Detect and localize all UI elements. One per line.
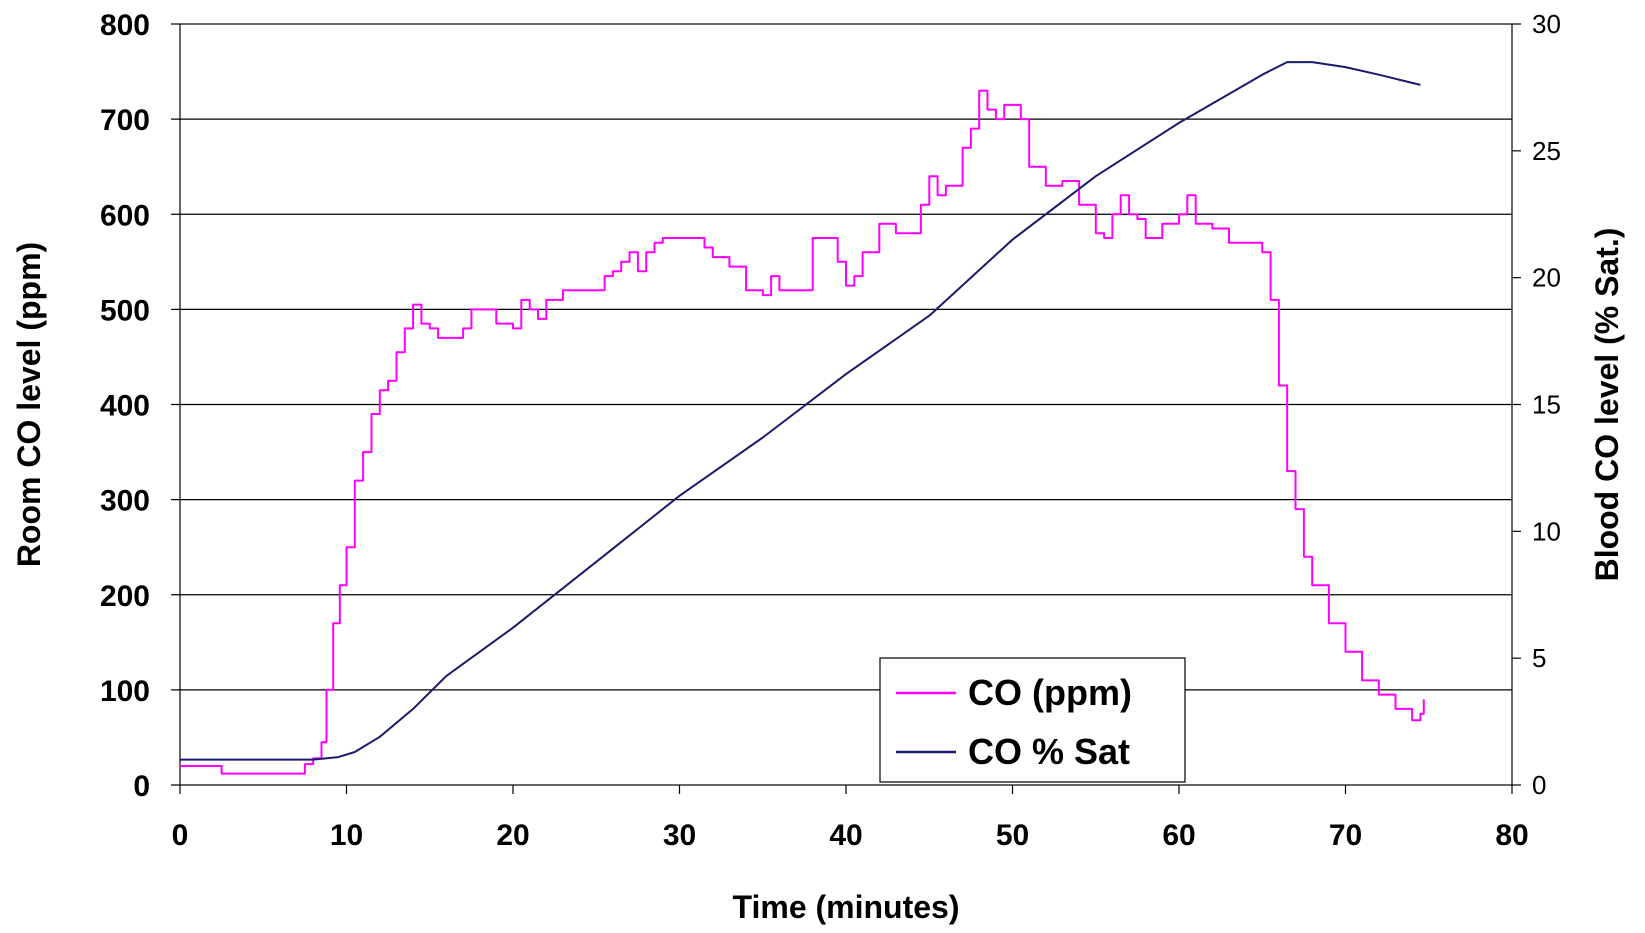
left-tick-label: 800 — [100, 9, 150, 42]
grid-lines — [180, 118, 1512, 691]
right-tick-label: 5 — [1532, 643, 1546, 673]
right-axis-ticks: 0 5 10 15 20 25 30 — [1512, 9, 1561, 800]
legend: CO (ppm) CO % Sat — [879, 657, 1186, 783]
right-tick-label: 0 — [1532, 770, 1546, 800]
right-tick-label: 25 — [1532, 136, 1561, 166]
right-tick-label: 10 — [1532, 516, 1561, 546]
left-tick-label: 100 — [100, 675, 150, 708]
left-tick-label: 300 — [100, 485, 150, 518]
legend-box — [879, 657, 1186, 783]
left-tick-label: 500 — [100, 294, 150, 327]
bottom-tick-label: 40 — [829, 819, 862, 852]
x-axis-title: Time (minutes) — [733, 889, 960, 925]
legend-label-co-sat: CO % Sat — [968, 731, 1130, 772]
left-axis-ticks: 0 100 200 300 400 500 600 700 800 — [100, 9, 180, 803]
left-y-axis-title: Room CO level (ppm) — [11, 242, 47, 567]
bottom-tick-label: 80 — [1495, 819, 1528, 852]
bottom-axis-ticks: 0 10 20 30 40 50 60 70 80 — [172, 785, 1529, 852]
series-line-1 — [180, 61, 1421, 761]
bottom-tick-label: 50 — [996, 819, 1029, 852]
left-tick-label: 400 — [100, 390, 150, 423]
right-tick-label: 15 — [1532, 390, 1561, 420]
right-tick-label: 30 — [1532, 9, 1561, 39]
series-layer — [180, 61, 1425, 775]
bottom-tick-label: 70 — [1329, 819, 1362, 852]
left-tick-label: 700 — [100, 104, 150, 137]
legend-label-co-ppm: CO (ppm) — [968, 672, 1132, 713]
bottom-tick-label: 30 — [663, 819, 696, 852]
right-y-axis-title: Blood CO level (% Sat.) — [1589, 228, 1625, 582]
bottom-tick-label: 60 — [1162, 819, 1195, 852]
left-tick-label: 0 — [133, 770, 150, 803]
left-tick-label: 200 — [100, 580, 150, 613]
bottom-tick-label: 0 — [172, 819, 189, 852]
left-tick-label: 600 — [100, 199, 150, 232]
right-tick-label: 20 — [1532, 263, 1561, 293]
bottom-tick-label: 20 — [496, 819, 529, 852]
bottom-tick-label: 10 — [330, 819, 363, 852]
series-line-0 — [180, 89, 1425, 775]
